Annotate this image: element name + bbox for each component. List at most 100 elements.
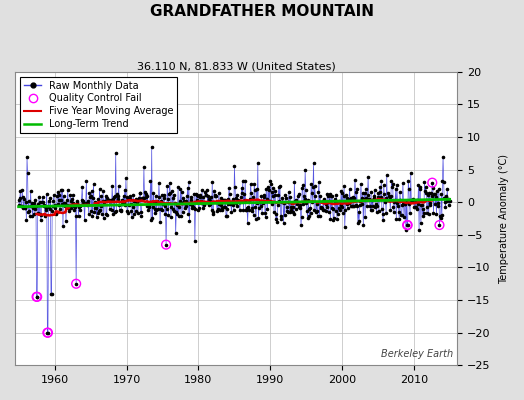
Point bbox=[168, 188, 176, 194]
Point bbox=[28, 213, 37, 219]
Point bbox=[274, 192, 282, 198]
Point bbox=[122, 194, 130, 200]
Point bbox=[190, 205, 198, 211]
Point bbox=[21, 198, 30, 205]
Point bbox=[78, 196, 86, 203]
Point bbox=[209, 211, 217, 217]
Point bbox=[46, 206, 54, 213]
Point bbox=[358, 200, 366, 207]
Point bbox=[217, 204, 226, 211]
Point bbox=[278, 199, 286, 206]
Point bbox=[118, 197, 126, 203]
Point bbox=[269, 185, 278, 192]
Point bbox=[66, 205, 74, 211]
Point bbox=[195, 205, 203, 211]
Point bbox=[295, 204, 303, 210]
Point bbox=[115, 202, 124, 208]
Point bbox=[18, 194, 27, 200]
Point bbox=[379, 182, 388, 188]
Point bbox=[69, 192, 78, 198]
Point bbox=[92, 214, 101, 220]
Point bbox=[15, 202, 24, 208]
Point bbox=[70, 206, 78, 213]
Point bbox=[442, 193, 450, 200]
Point bbox=[390, 199, 399, 206]
Point bbox=[238, 178, 247, 184]
Point bbox=[408, 198, 417, 204]
Point bbox=[145, 202, 153, 208]
Point bbox=[340, 193, 348, 199]
Point bbox=[348, 203, 357, 209]
Point bbox=[111, 193, 119, 199]
Point bbox=[236, 199, 245, 205]
Point bbox=[116, 208, 125, 214]
Point bbox=[371, 203, 379, 210]
Point bbox=[320, 196, 329, 202]
Point bbox=[334, 211, 342, 217]
Point bbox=[63, 197, 71, 204]
Point bbox=[386, 196, 394, 202]
Point bbox=[183, 184, 192, 191]
Point bbox=[173, 202, 181, 208]
Point bbox=[179, 209, 187, 215]
Point bbox=[62, 202, 71, 208]
Point bbox=[427, 190, 435, 196]
Point bbox=[66, 192, 74, 198]
Point bbox=[439, 153, 447, 160]
Point bbox=[337, 188, 345, 194]
Point bbox=[82, 200, 90, 206]
Point bbox=[359, 221, 367, 228]
Point bbox=[154, 199, 162, 206]
Point bbox=[271, 216, 280, 223]
Point bbox=[431, 191, 439, 198]
Point bbox=[166, 180, 174, 186]
Point bbox=[379, 217, 387, 223]
Point bbox=[237, 194, 245, 200]
Point bbox=[35, 193, 43, 200]
Point bbox=[346, 196, 354, 202]
Point bbox=[347, 202, 355, 209]
Point bbox=[184, 211, 192, 218]
Point bbox=[435, 222, 444, 228]
Point bbox=[403, 222, 412, 228]
Point bbox=[391, 186, 400, 192]
Point bbox=[273, 219, 281, 226]
Point bbox=[133, 199, 141, 206]
Point bbox=[38, 199, 46, 205]
Point bbox=[107, 197, 115, 204]
Point bbox=[345, 200, 353, 206]
Point bbox=[130, 211, 138, 218]
Point bbox=[14, 196, 23, 203]
Point bbox=[287, 207, 296, 213]
Point bbox=[220, 204, 228, 210]
Point bbox=[127, 208, 136, 214]
Point bbox=[143, 193, 151, 199]
Point bbox=[370, 194, 378, 201]
Point bbox=[309, 160, 318, 166]
Point bbox=[323, 204, 331, 211]
Point bbox=[129, 198, 138, 204]
Point bbox=[128, 214, 136, 220]
Point bbox=[222, 213, 230, 220]
Point bbox=[138, 195, 146, 201]
Point bbox=[20, 196, 28, 202]
Point bbox=[297, 222, 305, 228]
Point bbox=[78, 184, 86, 190]
Point bbox=[318, 204, 326, 211]
Point bbox=[93, 200, 101, 206]
Point bbox=[319, 198, 328, 204]
Point bbox=[58, 187, 67, 193]
Point bbox=[54, 192, 63, 198]
Point bbox=[176, 186, 184, 192]
Point bbox=[244, 220, 252, 226]
Point bbox=[24, 170, 32, 176]
Point bbox=[208, 179, 216, 186]
Point bbox=[107, 206, 116, 213]
Point bbox=[43, 330, 51, 336]
Point bbox=[266, 178, 275, 185]
Point bbox=[83, 202, 91, 208]
Point bbox=[305, 213, 313, 219]
Point bbox=[385, 193, 394, 199]
Point bbox=[143, 202, 151, 209]
Point bbox=[233, 192, 241, 199]
